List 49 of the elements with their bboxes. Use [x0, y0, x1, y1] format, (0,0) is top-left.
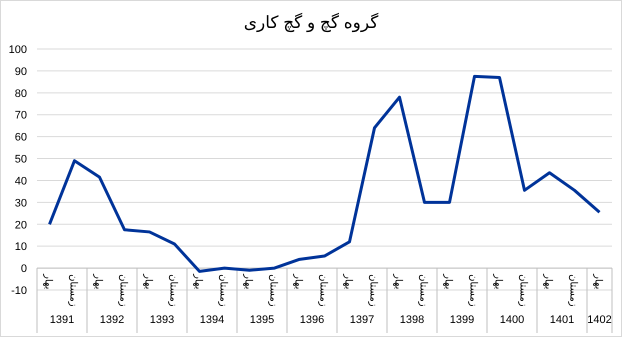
x-tick-label: زمستان [518, 274, 528, 307]
x-tick-label: بهار [142, 273, 154, 290]
x-tick-label: زمستان [418, 274, 428, 307]
text: 1398 [400, 314, 424, 326]
x-tick-label: زمستان [268, 274, 278, 307]
x-tick-label: بهار [492, 273, 504, 290]
y-tick-label: 50 [14, 154, 27, 166]
text: 1392 [100, 314, 124, 326]
x-tick-label: بهار [392, 273, 404, 290]
x-tick-label: بهار [592, 273, 604, 290]
y-tick-label: -10 [11, 285, 27, 297]
x-tick-label: بهار [42, 273, 54, 290]
x-tick-label: بهار [92, 273, 104, 290]
x-tick-label: زمستان [318, 274, 328, 307]
x-tick-label: زمستان [68, 274, 78, 307]
y-tick-label: 40 [14, 175, 27, 188]
x-tick-label: بهار [442, 273, 454, 290]
text: 1396 [300, 314, 324, 326]
y-tick-label: 70 [14, 110, 27, 122]
text: 1402 [587, 314, 612, 326]
text: 1393 [150, 314, 174, 326]
y-tick-label: 20 [14, 219, 27, 232]
text: 1400 [500, 314, 524, 326]
x-tick-label: بهار [542, 273, 554, 290]
y-tick-label: 100 [8, 44, 27, 56]
text: 1391 [50, 314, 74, 326]
line-series [48, 74, 601, 273]
text: 1401 [550, 314, 574, 326]
text: 1397 [350, 314, 374, 326]
x-tick-label: زمستان [568, 274, 578, 307]
x-tick-label: زمستان [168, 274, 178, 307]
y-tick-label: 30 [14, 197, 27, 210]
y-tick-label: 10 [14, 241, 27, 254]
x-tick-label: بهار [342, 273, 354, 290]
x-tick-label: بهار [292, 273, 304, 290]
x-tick-label: زمستان [468, 274, 478, 307]
x-tick-label: زمستان [218, 274, 228, 307]
y-tick-label: 0 [20, 263, 27, 276]
chart-title: گروه گچ و گچ کاری [244, 12, 380, 33]
x-tick-label: زمستان [118, 274, 128, 307]
x-tick-label: بهار [242, 273, 254, 290]
y-tick-label: 60 [14, 132, 27, 144]
y-tick-label: 80 [14, 88, 27, 100]
text: 1394 [200, 314, 224, 326]
x-tick-label: زمستان [368, 274, 378, 307]
text: 1395 [250, 314, 274, 326]
x-tick-label: بهار [192, 273, 204, 290]
text: 1399 [450, 314, 474, 326]
y-tick-label: 90 [14, 66, 27, 78]
